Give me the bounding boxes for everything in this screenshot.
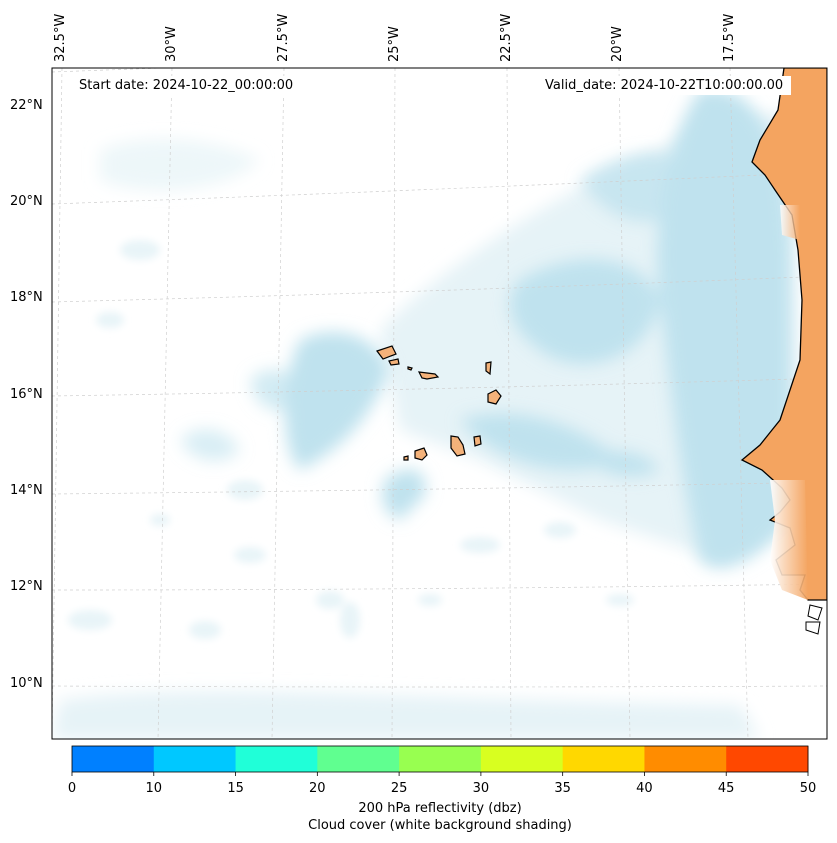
lat-label: 22°N	[10, 98, 43, 113]
colorbar-segment	[480, 746, 564, 772]
island-sao-vicente	[388, 358, 400, 366]
lon-label: 17.5°W	[722, 13, 737, 62]
island-sal	[485, 361, 492, 376]
lat-label: 18°N	[10, 290, 43, 305]
colorbar-frame	[71, 745, 809, 773]
colorbar-tick-label: 20	[309, 781, 326, 796]
island-maio	[473, 435, 482, 447]
valid-date-label: Valid_date: 2024-10-22T10:00:00.00	[537, 76, 792, 95]
colorbar-tick-label: 10	[145, 781, 163, 796]
lon-label: 27.5°W	[276, 13, 291, 62]
map-gridlines	[52, 68, 827, 739]
island-fogo	[414, 447, 428, 461]
colorbar-segment	[235, 746, 318, 772]
island-santa-luzia	[407, 366, 413, 371]
lon-label: 25°W	[387, 26, 402, 62]
island-santo-antao	[376, 345, 397, 360]
cape-verde-islands	[376, 345, 502, 461]
colorbar-segment	[726, 746, 809, 772]
island-sao-nicolau	[417, 371, 440, 380]
colorbar-segment	[399, 746, 482, 772]
african-coast	[740, 68, 827, 635]
colorbar-tick-label: 50	[799, 781, 817, 796]
lon-label: 32.5°W	[53, 13, 68, 62]
colorbar-tick-label: 30	[472, 781, 490, 796]
colorbar-tick-label: 45	[717, 781, 735, 796]
colorbar-sublabel: Cloud cover (white background shading)	[308, 818, 572, 833]
island-santiago	[450, 435, 466, 457]
colorbar-tick-label: 0	[67, 781, 77, 796]
colorbar-tick-label: 35	[554, 781, 571, 796]
colorbar-tick-label: 15	[227, 781, 244, 796]
lat-label: 12°N	[10, 579, 43, 594]
map-frame	[51, 67, 828, 740]
lon-label: 22.5°W	[499, 13, 514, 62]
colorbar-segment	[562, 746, 645, 772]
colorbar-tick-label: 25	[390, 781, 408, 796]
colorbar-segment	[317, 746, 400, 772]
colorbar	[71, 746, 809, 776]
lat-label: 20°N	[10, 194, 43, 209]
lon-label: 30°W	[164, 26, 179, 62]
colorbar-segment	[72, 746, 155, 772]
colorbar-segment	[644, 746, 727, 772]
lat-label: 14°N	[10, 483, 43, 498]
island-boa-vista	[487, 389, 502, 405]
colorbar-tick-label: 40	[636, 781, 653, 796]
lat-label: 16°N	[10, 387, 43, 402]
colorbar-label: 200 hPa reflectivity (dbz)	[358, 801, 522, 816]
lat-label: 10°N	[10, 676, 43, 691]
island-brava	[403, 455, 409, 461]
colorbar-segment	[153, 746, 237, 772]
start-date-label: Start date: 2024-10-22_00:00:00	[71, 76, 302, 95]
lon-label: 20°W	[610, 26, 625, 62]
